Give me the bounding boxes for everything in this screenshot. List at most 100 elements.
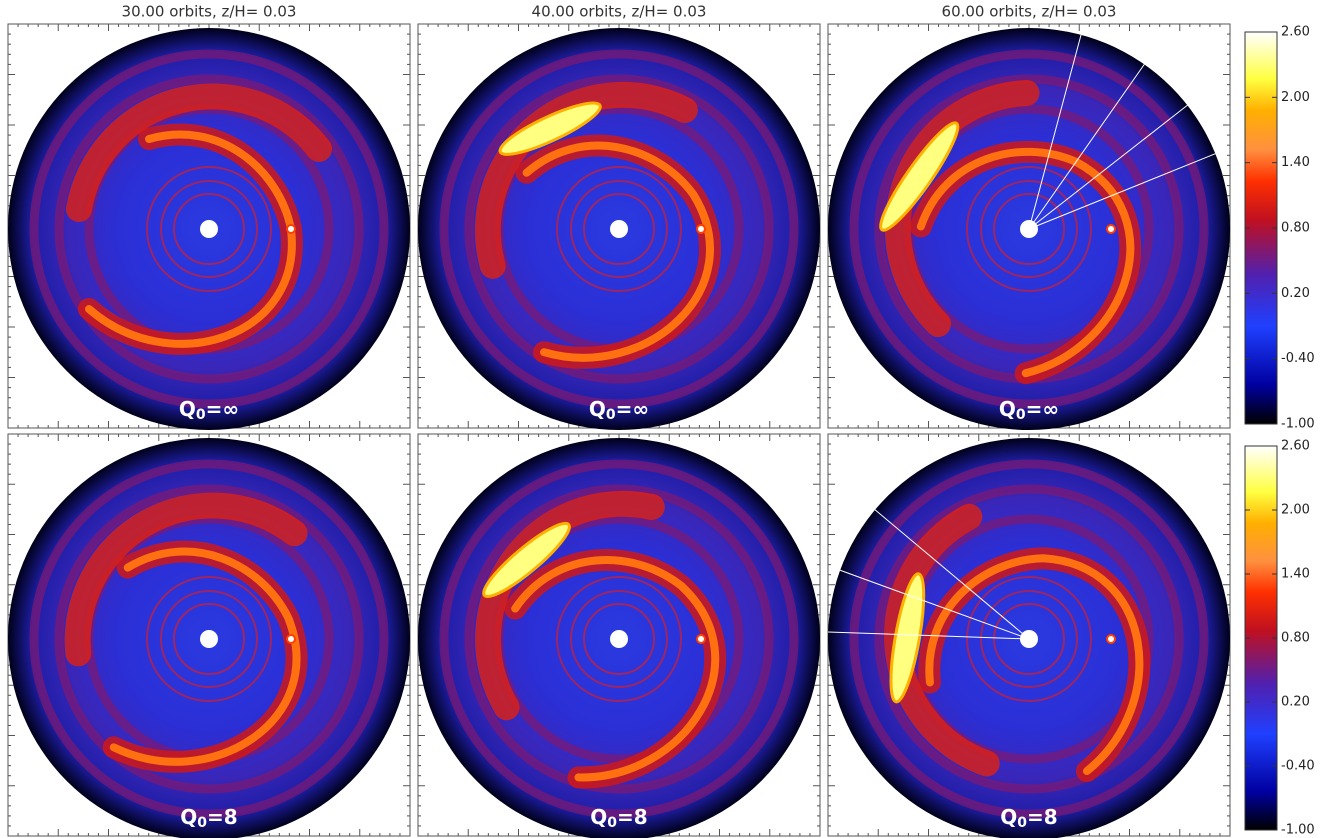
- colorbar-label: 0.80: [1281, 221, 1310, 236]
- q-subscript: 0: [606, 407, 616, 423]
- panel: Q0=8: [827, 433, 1231, 838]
- star: [200, 220, 218, 238]
- density-ring: [570, 590, 668, 688]
- q-subscript: 0: [197, 815, 207, 831]
- ray: [1028, 153, 1216, 230]
- planet: [1106, 634, 1116, 644]
- spiral-arms: [474, 81, 721, 369]
- spiral-arms: [884, 503, 1151, 783]
- ray: [839, 569, 1030, 640]
- colorbar-label: -1.00: [1281, 823, 1315, 838]
- q-label: Q0=∞: [999, 397, 1059, 424]
- q-label: Q0=8: [180, 805, 237, 832]
- colorbar-label: -0.40: [1281, 351, 1315, 366]
- colorbar-label: 2.00: [1281, 90, 1310, 105]
- planet: [696, 224, 706, 234]
- spiral-arms: [64, 492, 308, 773]
- density-ring: [993, 603, 1065, 675]
- q-relation: =∞: [206, 397, 239, 421]
- density-ring: [146, 166, 272, 292]
- q-relation: =8: [617, 805, 648, 829]
- density-ring: [160, 590, 258, 688]
- density-ring: [464, 484, 774, 794]
- q-symbol: Q: [180, 805, 197, 829]
- colorbar-label: -1.00: [1281, 417, 1315, 432]
- density-ring: [556, 576, 682, 702]
- panel-title: 60.00 orbits, z/H= 0.03: [942, 3, 1117, 21]
- colorbar-label: 1.40: [1281, 155, 1310, 170]
- planet: [286, 634, 296, 644]
- q-symbol: Q: [589, 397, 606, 421]
- q-symbol: Q: [590, 805, 607, 829]
- vortex-arc: [66, 83, 332, 222]
- vortex-core: [498, 101, 602, 156]
- colorbar: [1244, 31, 1278, 425]
- density-ring: [146, 576, 272, 702]
- spiral-arm-core: [85, 130, 296, 348]
- panel: Q0=∞: [827, 23, 1231, 430]
- colorbar-label: 0.80: [1281, 631, 1310, 646]
- vortex-core: [482, 521, 571, 598]
- q-subscript: 0: [196, 407, 206, 423]
- colorbar-label: 1.40: [1281, 567, 1310, 582]
- colorbar: [1244, 445, 1278, 831]
- spiral-arm-core: [916, 147, 1135, 378]
- density-ring: [966, 166, 1092, 292]
- q-label: Q0=∞: [589, 397, 649, 424]
- density-ring: [583, 603, 655, 675]
- vortex-core: [889, 572, 926, 704]
- planet: [696, 634, 706, 644]
- spiral-arms: [475, 490, 726, 789]
- colorbar-label: 2.00: [1281, 503, 1310, 518]
- density-ring: [54, 484, 364, 794]
- colorbar-label: -0.40: [1281, 759, 1315, 774]
- q-subscript: 0: [1016, 407, 1026, 423]
- spiral-arms: [879, 80, 1142, 385]
- q-relation: =8: [1027, 805, 1058, 829]
- density-ring: [29, 49, 389, 409]
- density-ring: [439, 459, 799, 819]
- density-ring: [874, 484, 1184, 794]
- colorbar-label: 0.20: [1281, 286, 1310, 301]
- panel: Q0=8: [417, 433, 821, 838]
- density-ring: [583, 193, 655, 265]
- density-ring: [29, 459, 389, 819]
- q-symbol: Q: [179, 397, 196, 421]
- ray: [1028, 104, 1188, 230]
- density-ring: [570, 180, 668, 278]
- q-subscript: 0: [607, 815, 617, 831]
- colorbar-label: 0.20: [1281, 695, 1310, 710]
- star: [200, 630, 218, 648]
- density-ring: [849, 49, 1209, 409]
- q-label: Q0=∞: [179, 397, 239, 424]
- density-ring: [439, 49, 799, 409]
- q-relation: =∞: [1026, 397, 1059, 421]
- panel-title: 40.00 orbits, z/H= 0.03: [532, 3, 707, 21]
- q-subscript: 0: [1017, 815, 1027, 831]
- density-ring: [849, 459, 1209, 819]
- density-ring: [980, 590, 1078, 688]
- spiral-arm-core: [522, 141, 714, 362]
- q-label: Q0=8: [1000, 805, 1057, 832]
- colorbar-label: 2.60: [1281, 439, 1310, 454]
- panel: Q0=∞: [417, 23, 821, 430]
- planet: [286, 224, 296, 234]
- density-ring: [173, 193, 245, 265]
- spiral-arm-core: [925, 554, 1144, 776]
- spiral-arms: [66, 83, 332, 355]
- ray: [1028, 34, 1082, 230]
- q-relation: =8: [207, 805, 238, 829]
- density-ring: [160, 180, 258, 278]
- q-symbol: Q: [1000, 805, 1017, 829]
- density-ring: [980, 180, 1078, 278]
- density-ring: [966, 576, 1092, 702]
- ray: [874, 509, 1030, 640]
- panel: Q0=∞: [7, 23, 411, 430]
- star: [610, 630, 628, 648]
- ray: [1028, 64, 1145, 230]
- q-symbol: Q: [999, 397, 1016, 421]
- ray: [828, 631, 1030, 640]
- star: [610, 220, 628, 238]
